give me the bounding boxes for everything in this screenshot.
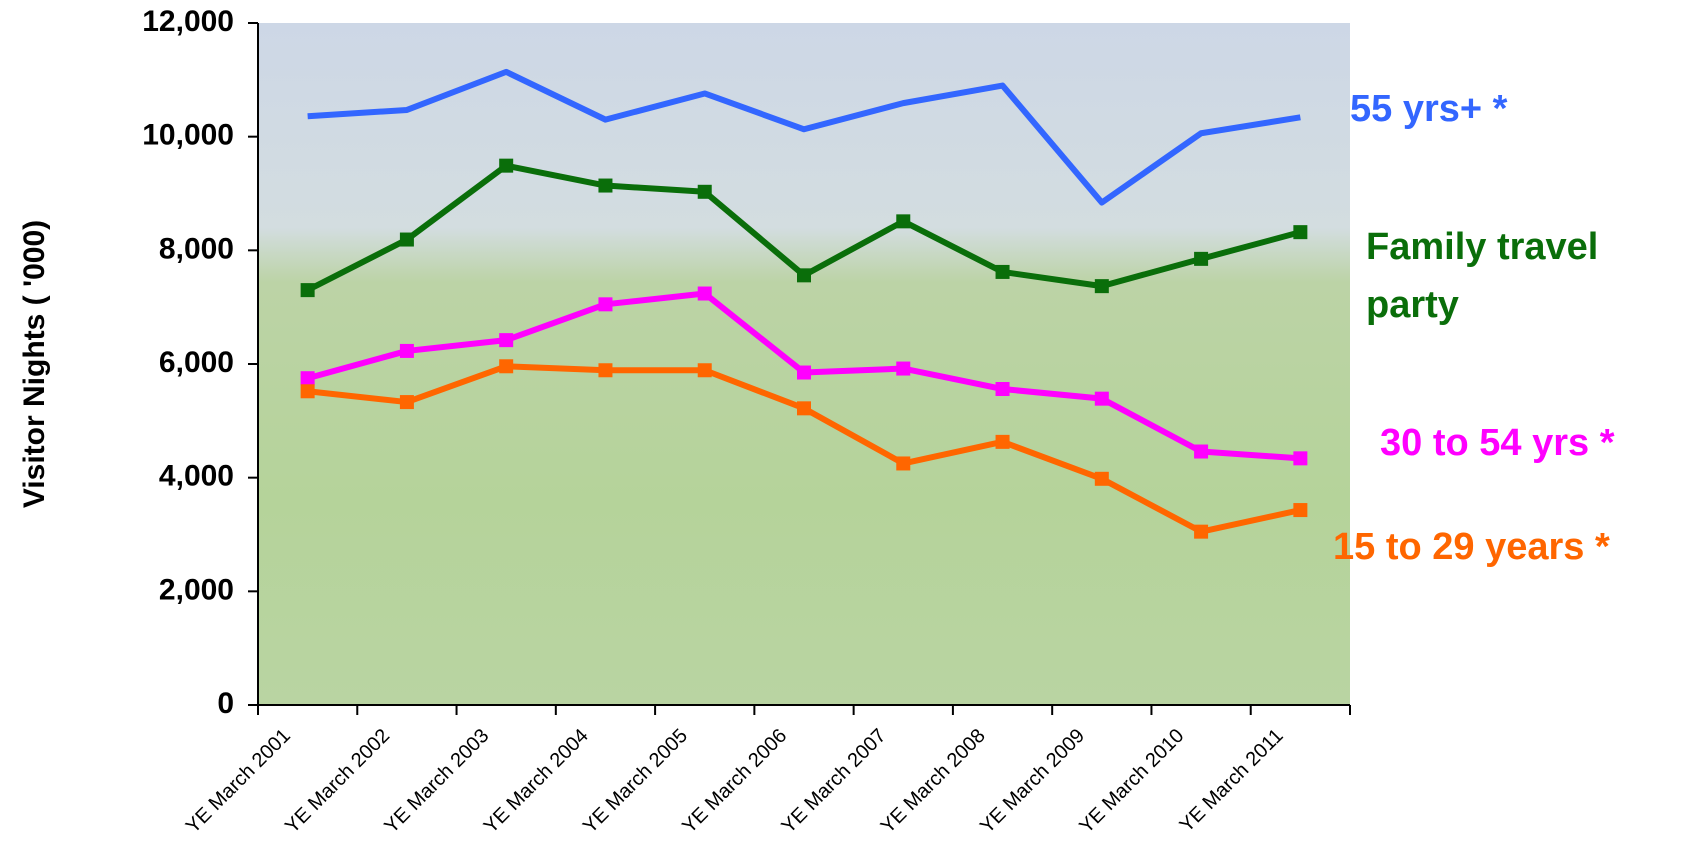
marker	[697, 286, 712, 301]
marker	[1194, 251, 1209, 266]
marker	[1194, 524, 1209, 539]
series-label: 30 to 54 yrs *	[1380, 422, 1615, 464]
x-tick-label: YE March 2011	[1176, 725, 1288, 837]
x-tick-label: YE March 2002	[281, 725, 394, 838]
y-tick-label: 0	[217, 687, 234, 720]
marker	[300, 384, 315, 399]
x-tick-label: YE March 2008	[877, 725, 990, 838]
x-tick-label: YE March 2006	[678, 725, 791, 838]
marker	[499, 359, 514, 374]
marker	[1293, 225, 1308, 240]
x-tick-label: YE March 2005	[579, 725, 692, 838]
y-tick-label: 6,000	[159, 346, 234, 379]
marker	[499, 333, 514, 348]
y-axis-title: Visitor Nights ( '000)	[18, 220, 51, 508]
marker	[399, 395, 414, 410]
x-tick-label: YE March 2004	[480, 725, 593, 838]
marker	[896, 456, 911, 471]
marker	[598, 178, 613, 193]
marker	[896, 214, 911, 229]
marker	[1293, 503, 1308, 518]
series-label: Family travel party	[1366, 226, 1599, 326]
marker	[697, 184, 712, 199]
plot-background	[258, 23, 1350, 705]
y-tick-label: 4,000	[159, 460, 234, 493]
y-tick-label: 12,000	[142, 5, 234, 38]
marker	[300, 371, 315, 386]
marker	[797, 268, 811, 283]
marker	[598, 363, 613, 378]
marker	[797, 401, 811, 416]
x-tick-label: YE March 2007	[778, 725, 891, 838]
y-tick-label: 8,000	[159, 232, 234, 265]
marker	[995, 264, 1010, 279]
marker	[896, 361, 911, 376]
marker	[1094, 471, 1109, 486]
y-tick-label: 10,000	[142, 119, 234, 152]
x-tick-label: YE March 2003	[380, 725, 493, 838]
series-label: 55 yrs+ *	[1350, 88, 1508, 130]
marker	[995, 434, 1010, 449]
x-tick-label: YE March 2001	[182, 725, 295, 838]
marker	[1094, 391, 1109, 406]
marker	[499, 158, 514, 173]
marker	[697, 363, 712, 378]
y-tick-label: 2,000	[159, 573, 234, 606]
marker	[1293, 451, 1308, 466]
x-tick-label: YE March 2009	[976, 725, 1089, 838]
marker	[399, 232, 414, 247]
marker	[598, 297, 613, 312]
marker	[399, 343, 414, 358]
marker	[1194, 444, 1209, 459]
series-line	[307, 68, 1301, 206]
marker	[995, 382, 1010, 397]
series-label: 15 to 29 years *	[1333, 526, 1610, 568]
marker	[1094, 279, 1109, 294]
marker	[797, 365, 811, 380]
marker	[300, 283, 315, 298]
x-tick-label: YE March 2010	[1075, 725, 1188, 838]
